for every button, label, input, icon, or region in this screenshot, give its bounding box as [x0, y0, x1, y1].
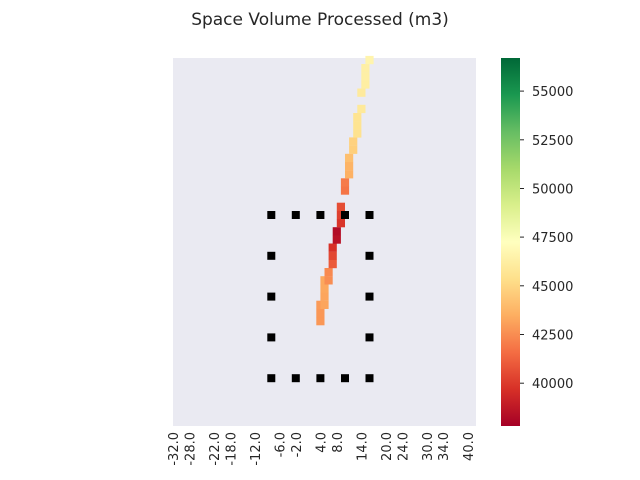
heatmap-cell — [324, 276, 333, 285]
marker-point — [341, 211, 349, 219]
colorbar-tick-label: 45000 — [532, 280, 573, 295]
x-tick-label: 20.0 — [380, 432, 395, 461]
heatmap-cell — [332, 227, 341, 236]
colorbar-gradient — [501, 58, 520, 426]
x-tick-label: -12.0 — [249, 432, 264, 466]
chart-title: Space Volume Processed (m3) — [191, 10, 449, 30]
heatmap-cell — [365, 55, 374, 65]
marker-point — [267, 211, 276, 219]
heatmap-cell — [316, 317, 325, 326]
colorbar-tick-label: 50000 — [532, 183, 573, 198]
colorbar-tick-label: 40000 — [532, 377, 573, 392]
x-tick-label: -18.0 — [224, 432, 239, 466]
marker-point — [365, 374, 374, 383]
heatmap-cell — [332, 235, 341, 244]
heatmap-cell — [324, 268, 333, 277]
x-tick-label: 30.0 — [421, 432, 436, 461]
marker-point — [267, 292, 276, 301]
heatmap-cell — [328, 259, 337, 269]
heatmap-cell — [345, 153, 354, 163]
heatmap-cell — [340, 178, 350, 187]
colorbar-tick-label: 55000 — [532, 85, 573, 100]
x-tick-label: 4.0 — [314, 432, 329, 453]
heatmap-cell — [361, 72, 370, 81]
heatmap-cell — [328, 251, 337, 260]
marker-point — [291, 374, 300, 383]
x-tick-label: 24.0 — [396, 432, 411, 461]
heatmap-cell — [340, 186, 350, 195]
marker-point — [267, 333, 276, 342]
heatmap-cell — [361, 64, 370, 73]
heatmap-cell — [357, 104, 366, 114]
heatmap-cell — [336, 210, 345, 220]
x-tick-label: -6.0 — [274, 432, 289, 457]
heatmap-cell — [320, 300, 329, 309]
marker-point — [365, 333, 374, 342]
heatmap-cells — [316, 55, 374, 326]
x-tick-label: 14.0 — [355, 432, 370, 461]
x-tick-label: -2.0 — [290, 432, 305, 457]
colorbar-tick-label: 42500 — [532, 329, 573, 344]
marker-points — [267, 211, 374, 383]
heatmap-cell — [345, 170, 354, 179]
x-axis: -32.0 -28.0 -22.0 -18.0 -12.0 -6.0 -2.0 4.0 8.0 1… — [167, 432, 477, 466]
marker-point — [291, 211, 300, 219]
colorbar-tick-label: 47500 — [532, 231, 573, 246]
marker-point — [365, 292, 374, 301]
marker-point — [365, 251, 374, 260]
heatmap-cell — [357, 88, 366, 97]
marker-point — [341, 374, 349, 383]
heatmap-cell — [316, 308, 325, 318]
marker-point — [316, 211, 325, 219]
heatmap-cell — [336, 219, 345, 228]
heatmap-cell — [361, 80, 370, 89]
colorbar-tick-label: 52500 — [532, 134, 573, 149]
x-tick-label: 40.0 — [462, 432, 477, 461]
heatmap-cell — [328, 243, 337, 252]
x-tick-label: -28.0 — [183, 432, 198, 466]
heatmap-cell — [320, 292, 329, 301]
heatmap-cell — [336, 202, 345, 211]
heatmap-cell — [353, 113, 362, 122]
heatmap-cell — [353, 121, 362, 130]
x-tick-label: 8.0 — [331, 432, 346, 453]
heatmap-cell — [353, 129, 362, 138]
heatmap-cell — [345, 161, 354, 171]
colorbar: 40000 42500 45000 47500 50000 52500 55000 — [501, 58, 573, 426]
marker-point — [267, 251, 276, 260]
plot-area — [173, 58, 476, 426]
marker-point — [365, 211, 374, 219]
heatmap-cell — [349, 145, 358, 154]
heatmap-cell — [320, 284, 329, 293]
marker-point — [267, 374, 276, 383]
x-tick-label: -32.0 — [167, 432, 182, 466]
marker-point — [316, 374, 325, 383]
x-tick-label: -22.0 — [208, 432, 223, 466]
x-tick-label: 34.0 — [437, 432, 452, 461]
heatmap-cell — [349, 137, 358, 146]
